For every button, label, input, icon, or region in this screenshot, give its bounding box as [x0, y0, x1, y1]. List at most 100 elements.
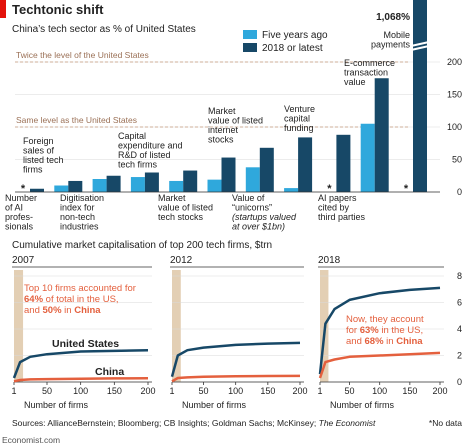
category-label: value: [344, 77, 366, 87]
annotation-text: ,: [420, 325, 423, 336]
category-label: R&D of listed: [118, 150, 171, 160]
bar: [183, 170, 198, 192]
category-label: sionals: [5, 222, 34, 232]
x-tick-label: 50: [42, 386, 52, 396]
category-label: internet: [208, 125, 239, 135]
x-axis-label: Number of firms: [182, 400, 247, 410]
category-label: E-commerce: [344, 58, 395, 68]
legend-swatch: [243, 43, 257, 52]
x-tick-label: 150: [107, 386, 122, 396]
annotation: 64% of total in the US,: [24, 294, 119, 305]
annotation: and 50% in China: [24, 305, 101, 316]
x-tick-label: 150: [402, 386, 417, 396]
annotation-text: in: [384, 336, 397, 347]
bar: [413, 0, 427, 192]
x-tick-label: 1: [169, 386, 174, 396]
reference-label: Same level as the United States: [16, 115, 137, 125]
line-series: [318, 351, 441, 379]
annotation-text: for: [346, 325, 360, 336]
x-tick-label: 100: [73, 386, 88, 396]
no-data-marker: *: [327, 183, 332, 195]
x-tick-label: 50: [199, 386, 209, 396]
legend-label: 2018 or latest: [262, 43, 323, 54]
series-label: China: [95, 366, 124, 378]
x-axis-label: Number of firms: [330, 400, 395, 410]
bar: [106, 175, 121, 192]
x-tick-label: 200: [140, 386, 155, 396]
bar: [144, 172, 159, 192]
y-tick-label: 4: [457, 324, 462, 334]
annotation: for 63% in the US,: [346, 325, 423, 336]
category-label: tech stocks: [158, 212, 204, 222]
category-label: funding: [284, 123, 314, 133]
legend-swatch: [243, 30, 257, 39]
line-series: [12, 348, 149, 379]
bar: [374, 78, 389, 192]
category-label: non-tech: [60, 212, 95, 222]
annotation-text: and: [346, 336, 365, 347]
category-label: expenditure and: [118, 141, 183, 151]
annotation-text: and: [24, 305, 43, 316]
line-series: [171, 374, 301, 383]
credit: Economist.com: [2, 435, 60, 445]
panel-title: 2018: [318, 255, 341, 266]
category-label: of AI: [5, 203, 23, 213]
annotation-text: in: [62, 305, 75, 316]
category-label: industries: [60, 222, 99, 232]
brand-mark: [0, 0, 6, 18]
bar: [207, 179, 222, 192]
annotation-text: 68%: [365, 336, 385, 347]
sources: Sources: AllianceBernstein; Bloomberg; C…: [12, 418, 376, 428]
annotation-text: 50%: [43, 305, 63, 316]
x-tick-label: 200: [432, 386, 447, 396]
annotation-text: US: [407, 325, 420, 336]
annotation-text: 64%: [24, 294, 44, 305]
no-data-marker: *: [404, 183, 409, 195]
category-label: capital: [284, 114, 310, 124]
y-tick-label: 150: [447, 90, 462, 100]
bar: [360, 123, 375, 192]
category-label: sales of: [23, 146, 55, 156]
category-label: index for: [60, 203, 95, 213]
category-label: AI papers: [318, 193, 357, 203]
y-tick-label: 200: [447, 57, 462, 67]
legend-label: Five years ago: [262, 30, 328, 41]
category-label: firms: [23, 165, 43, 175]
category-label: value of listed: [158, 203, 213, 213]
category-label: Capital: [118, 131, 146, 141]
category-label: value of listed: [208, 116, 263, 126]
y-tick-label: 8: [457, 271, 462, 281]
footnote: *No data: [429, 418, 462, 428]
annotation: and 68% in China: [346, 336, 423, 347]
x-tick-label: 150: [260, 386, 275, 396]
highlight-band: [172, 270, 181, 382]
category-label: Market: [208, 106, 236, 116]
category-label: payments: [371, 40, 411, 50]
category-label: listed tech: [23, 155, 64, 165]
bar: [130, 177, 145, 192]
x-tick-label: 1: [11, 386, 16, 396]
category-label: cited by: [318, 203, 350, 213]
annotation-text: Now, they account: [346, 314, 424, 325]
sources-text: Sources: AllianceBernstein; Bloomberg; C…: [12, 418, 319, 428]
x-axis-label: Number of firms: [24, 400, 89, 410]
annotation-text: in the: [379, 325, 408, 336]
category-label: stocks: [208, 135, 234, 145]
x-tick-label: 200: [292, 386, 307, 396]
category-label: profes-: [5, 212, 33, 222]
category-label: at over $1bn): [232, 222, 285, 232]
chart-title: Cumulative market capitalisation of top …: [12, 240, 272, 251]
x-tick-label: 50: [345, 386, 355, 396]
chart-title: Techtonic shift: [12, 2, 104, 17]
annotation-text: ,: [116, 294, 119, 305]
x-tick-label: 100: [228, 386, 243, 396]
sources-text: The Economist: [319, 418, 376, 428]
annotation-text: of total in the: [43, 294, 103, 305]
panel-title: 2007: [12, 255, 35, 266]
annotation: Top 10 firms accounted for: [24, 283, 136, 294]
y-tick-label: 0: [457, 377, 462, 387]
series-label: United States: [52, 338, 119, 350]
category-label: Number: [5, 193, 37, 203]
annotation-text: China: [396, 336, 423, 347]
